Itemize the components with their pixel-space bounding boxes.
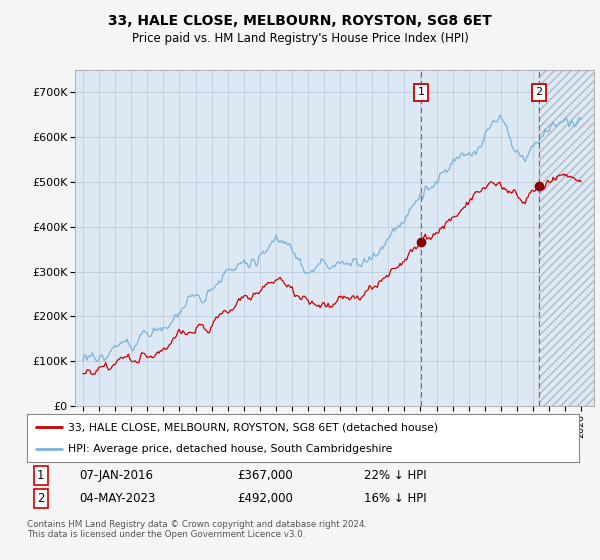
Text: 33, HALE CLOSE, MELBOURN, ROYSTON, SG8 6ET (detached house): 33, HALE CLOSE, MELBOURN, ROYSTON, SG8 6…	[68, 422, 439, 432]
Text: 1: 1	[418, 87, 424, 97]
Text: Price paid vs. HM Land Registry's House Price Index (HPI): Price paid vs. HM Land Registry's House …	[131, 32, 469, 45]
Text: 04-MAY-2023: 04-MAY-2023	[79, 492, 156, 505]
Text: 2: 2	[535, 87, 542, 97]
Text: £367,000: £367,000	[237, 469, 293, 482]
Text: 1: 1	[37, 469, 44, 482]
Text: Contains HM Land Registry data © Crown copyright and database right 2024.
This d: Contains HM Land Registry data © Crown c…	[27, 520, 367, 539]
Bar	[539, 70, 597, 406]
Text: 22% ↓ HPI: 22% ↓ HPI	[364, 469, 427, 482]
Text: £492,000: £492,000	[237, 492, 293, 505]
Text: 2: 2	[37, 492, 44, 505]
Text: HPI: Average price, detached house, South Cambridgeshire: HPI: Average price, detached house, Sout…	[68, 444, 393, 454]
Text: 16% ↓ HPI: 16% ↓ HPI	[364, 492, 427, 505]
Text: 33, HALE CLOSE, MELBOURN, ROYSTON, SG8 6ET: 33, HALE CLOSE, MELBOURN, ROYSTON, SG8 6…	[108, 14, 492, 28]
Text: 07-JAN-2016: 07-JAN-2016	[79, 469, 154, 482]
